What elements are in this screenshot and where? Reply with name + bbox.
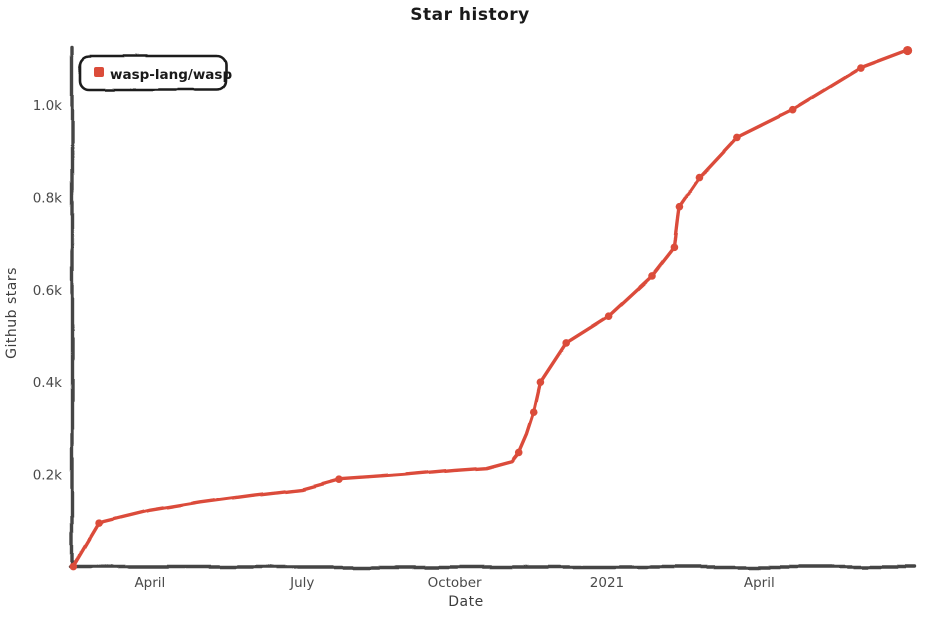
data-point	[788, 105, 797, 114]
data-point	[335, 475, 343, 484]
data-point	[857, 64, 865, 72]
chart-title: Star history	[410, 5, 529, 25]
x-tick-label: October	[428, 575, 482, 591]
data-point	[902, 45, 913, 56]
data-point	[648, 272, 656, 280]
x-tick-label: July	[289, 575, 314, 591]
x-tick-labels: April July October 2021 April	[134, 575, 774, 591]
legend-marker-icon	[94, 67, 104, 77]
legend[interactable]: wasp-lang/wasp	[78, 54, 232, 92]
y-tick-label: 0.4k	[33, 375, 62, 391]
y-tick-label: 0.8k	[33, 190, 62, 206]
data-point	[514, 448, 523, 457]
data-point	[95, 519, 103, 527]
x-axis-label: Date	[448, 594, 483, 610]
series-dots-group	[69, 45, 913, 571]
data-point	[604, 312, 613, 320]
y-tick-label: 0.2k	[33, 468, 62, 484]
legend-label: wasp-lang/wasp	[110, 67, 232, 83]
data-point	[536, 378, 545, 387]
data-point	[562, 339, 570, 347]
x-tick-label: 2021	[590, 575, 624, 591]
series-group	[71, 48, 910, 569]
series-line	[71, 48, 910, 569]
x-tick-label: April	[134, 575, 165, 591]
data-point	[529, 408, 538, 417]
data-point	[670, 243, 679, 252]
data-point	[69, 562, 78, 571]
y-tick-labels: 0.2k 0.4k 0.6k 0.8k 1.0k	[33, 98, 62, 484]
x-tick-label: April	[744, 575, 775, 591]
axes	[68, 45, 917, 569]
data-point	[733, 133, 741, 142]
legend-box[interactable]	[78, 54, 228, 92]
data-point	[675, 202, 684, 211]
y-tick-label: 1.0k	[33, 98, 62, 114]
y-axis-label: Github stars	[4, 267, 20, 359]
y-tick-label: 0.6k	[33, 283, 62, 299]
data-point	[695, 173, 704, 182]
